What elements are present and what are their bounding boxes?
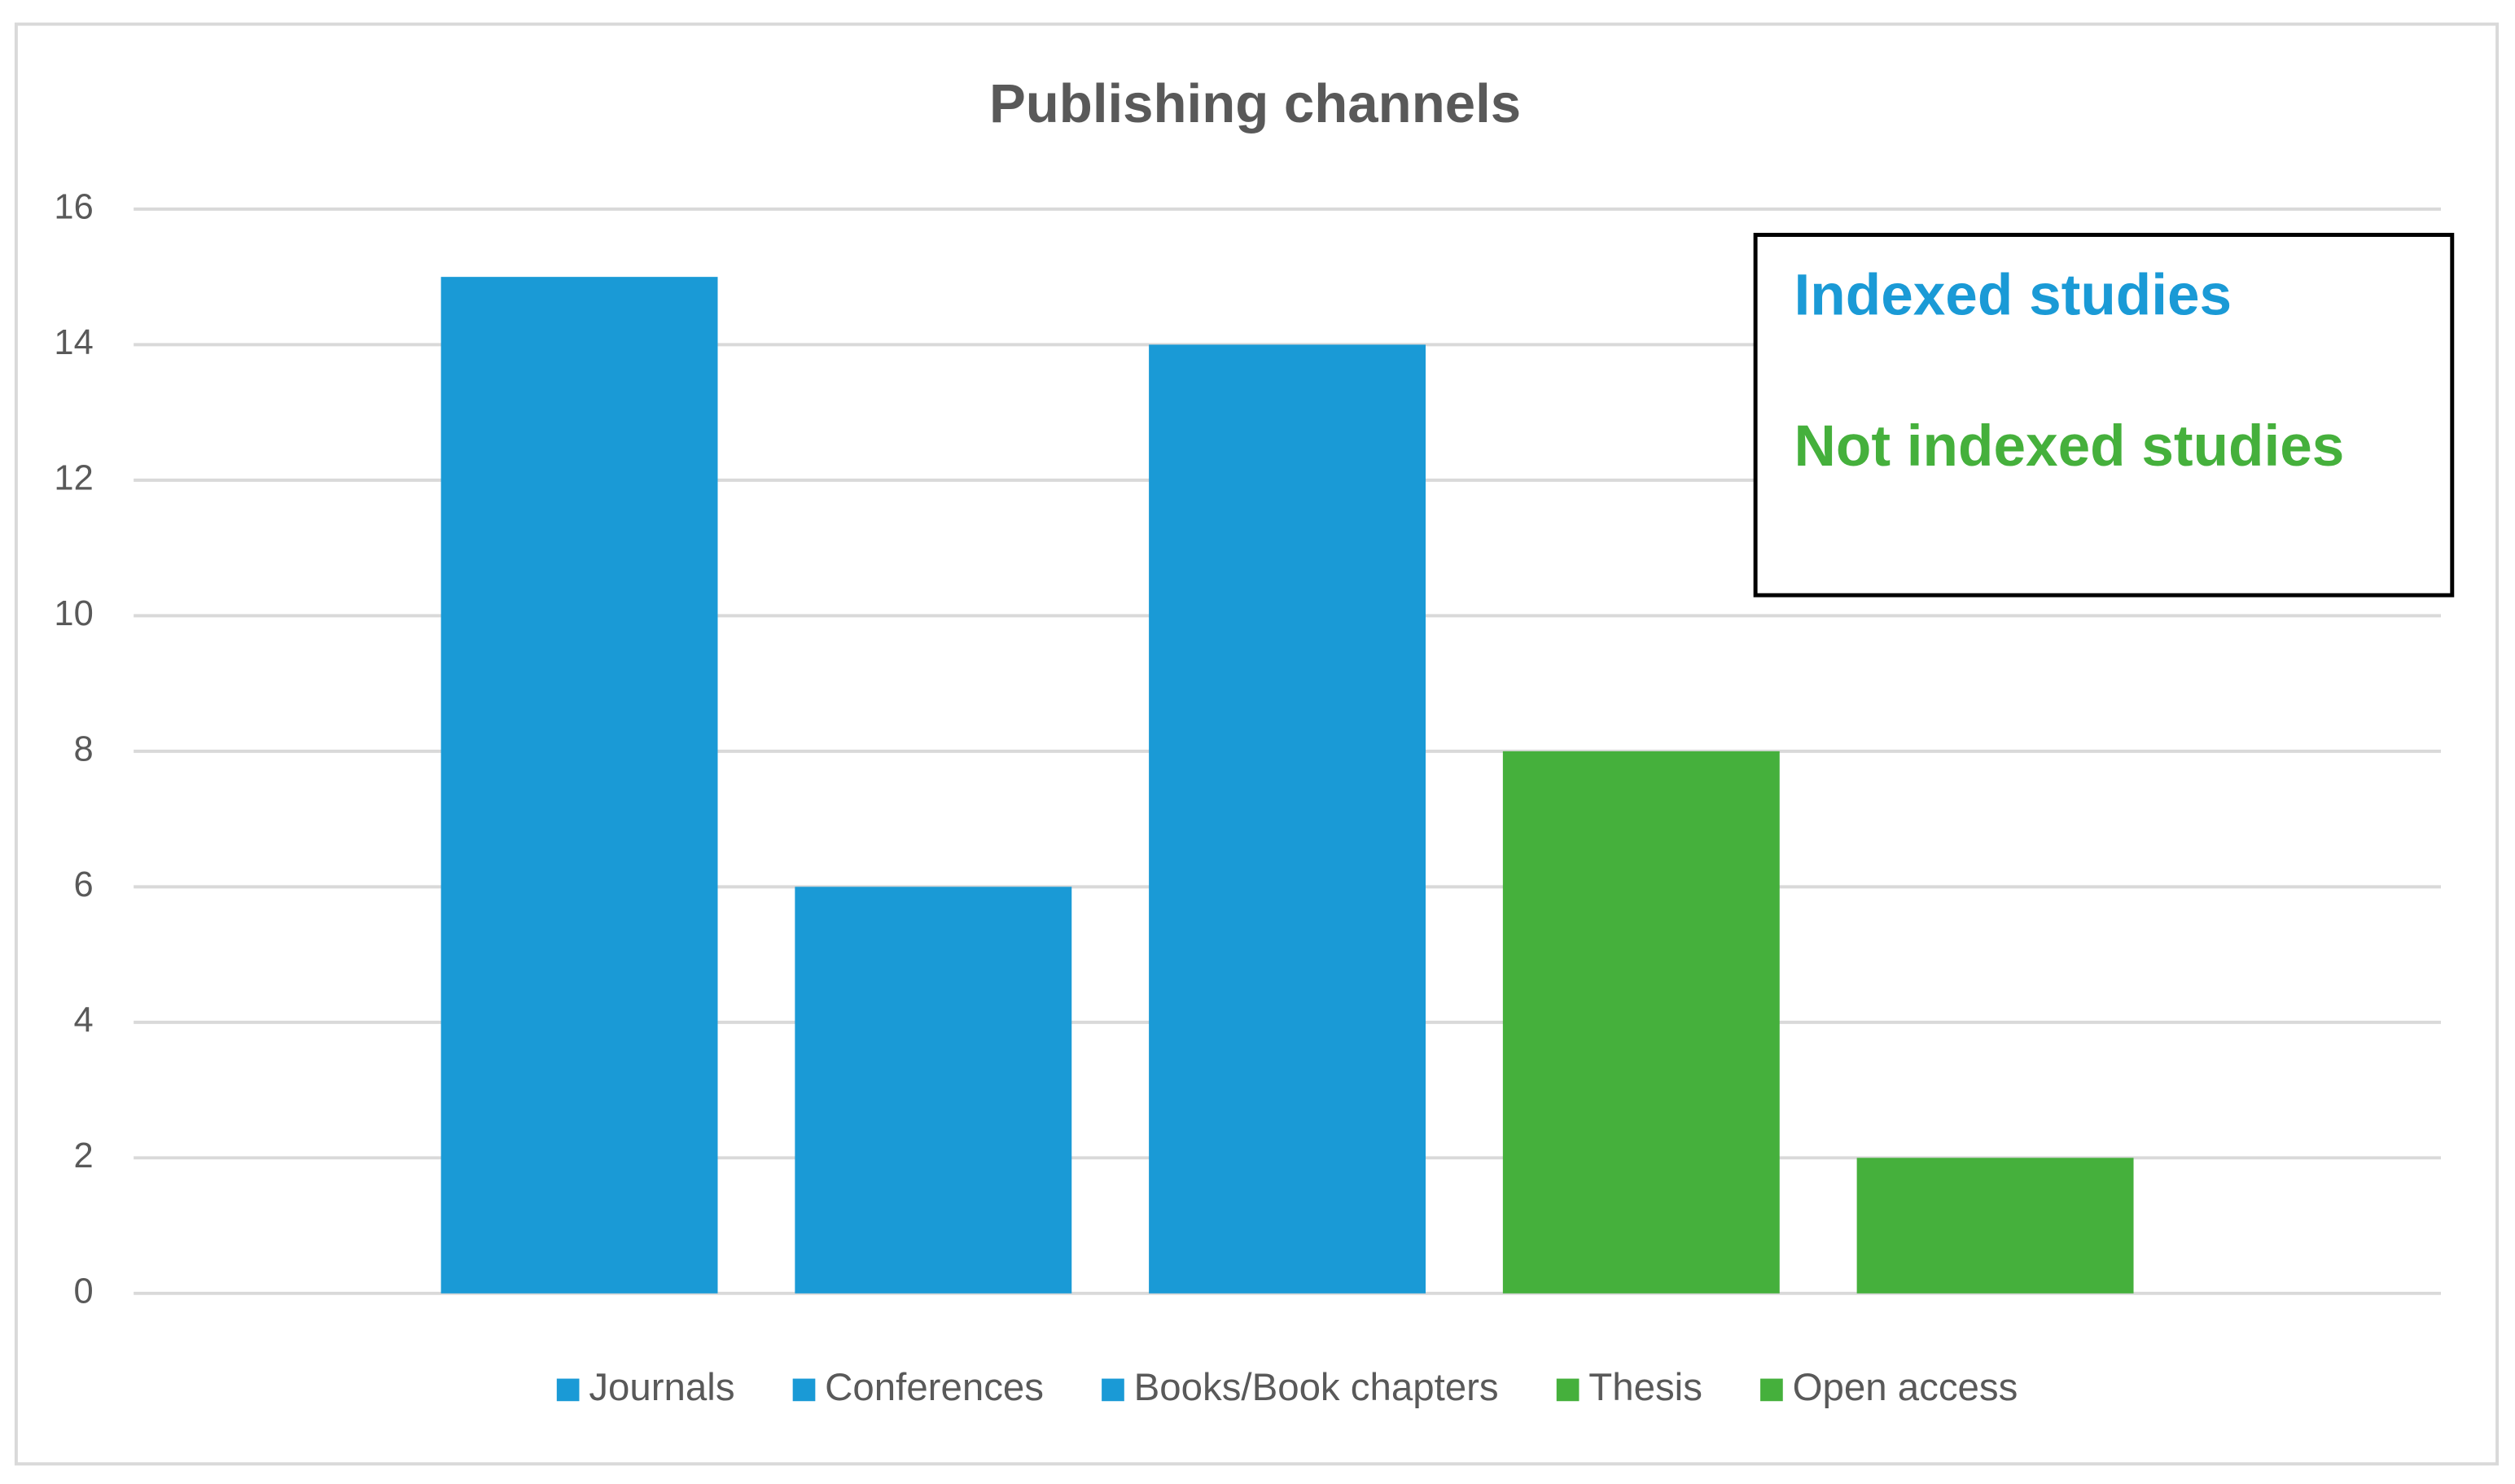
annotations: Indexed studies Not indexed studies — [1794, 263, 2345, 479]
y-tick-label: 10 — [54, 594, 93, 633]
y-tick-label: 12 — [54, 458, 93, 497]
legend-swatch — [556, 1378, 580, 1402]
legend-swatch — [1760, 1378, 1783, 1402]
annotation-box — [1753, 233, 2455, 598]
bar — [1149, 344, 1426, 1294]
bar — [795, 886, 1072, 1294]
y-tick-label: 2 — [74, 1136, 94, 1175]
legend-item: Conferences — [792, 1366, 1044, 1409]
legend-label: Conferences — [825, 1366, 1044, 1409]
bars — [440, 277, 2134, 1294]
y-tick-label: 16 — [54, 187, 93, 226]
y-tick-label: 0 — [74, 1272, 94, 1311]
legend-item: Open access — [1760, 1366, 2018, 1409]
bar — [1502, 751, 1780, 1294]
legend-item: Journals — [556, 1366, 735, 1409]
annotation: Not indexed studies — [1794, 414, 2345, 479]
legend-label: Thesis — [1588, 1366, 1702, 1409]
legend-swatch — [792, 1378, 816, 1402]
legend-label: Journals — [589, 1366, 734, 1409]
legend-swatch — [1556, 1378, 1580, 1402]
legend-swatch — [1102, 1378, 1124, 1402]
y-tick-label: 8 — [74, 729, 94, 768]
bar — [440, 277, 718, 1294]
annotation: Indexed studies — [1794, 263, 2232, 327]
chart-title: Publishing channels — [989, 73, 1521, 134]
y-tick-label: 6 — [74, 865, 94, 904]
y-tick-label: 14 — [54, 323, 93, 362]
legend-item: Thesis — [1556, 1366, 1702, 1409]
bar — [1856, 1158, 2134, 1294]
legend-label: Books/Book chapters — [1134, 1366, 1499, 1409]
legend-label: Open access — [1793, 1366, 2018, 1409]
legend-item: Books/Book chapters — [1102, 1366, 1499, 1409]
y-tick-label: 4 — [74, 1000, 94, 1040]
legend: Journals Conferences Books/Book chapters Th… — [556, 1366, 2018, 1409]
